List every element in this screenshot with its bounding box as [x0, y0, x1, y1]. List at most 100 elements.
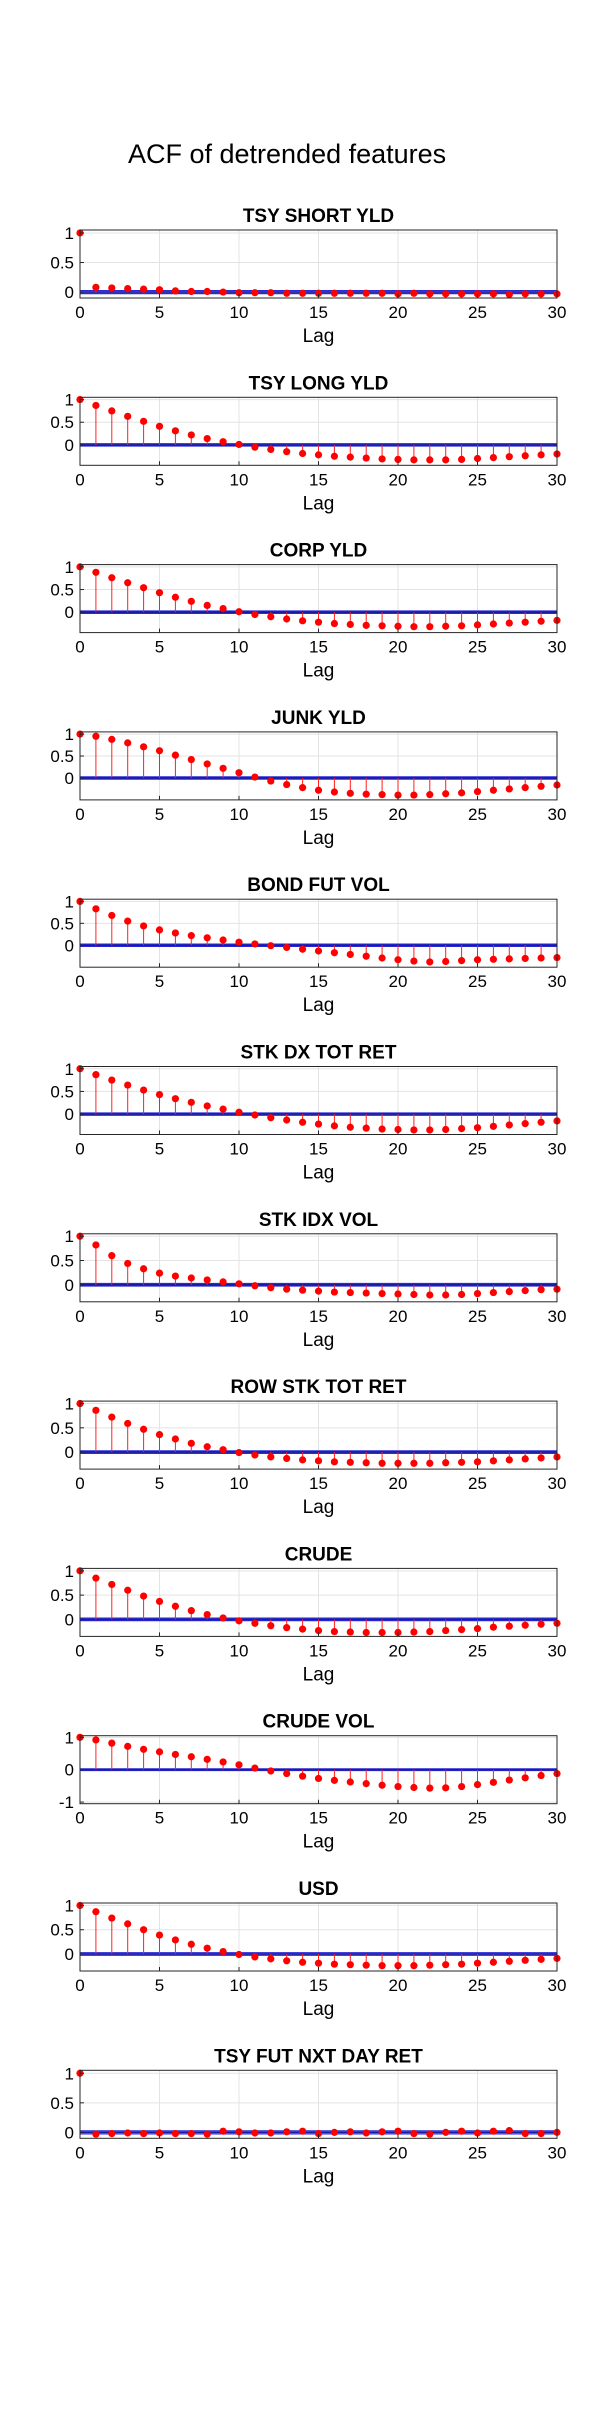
x-tick-label: 25 — [468, 303, 487, 322]
y-tick-label: 0.5 — [50, 1921, 74, 1940]
acf-point — [187, 1439, 195, 1447]
x-tick-label: 10 — [230, 1474, 249, 1493]
acf-point — [219, 1105, 227, 1113]
x-tick-label: 30 — [548, 972, 567, 991]
acf-point — [505, 1288, 513, 1296]
acf-point — [426, 290, 434, 298]
acf-point — [171, 1272, 179, 1280]
x-tick-label: 30 — [548, 1809, 567, 1828]
acf-point — [362, 1124, 370, 1132]
acf-point — [362, 1961, 370, 1969]
panel-title: STK DX TOT RET — [241, 1043, 397, 1064]
x-tick-label: 15 — [309, 805, 328, 824]
y-tick-label: 0.5 — [50, 914, 74, 933]
acf-point — [346, 1961, 354, 1969]
x-axis-label: Lag — [303, 661, 335, 682]
acf-point — [140, 1086, 148, 1094]
acf-point — [171, 427, 179, 435]
x-axis-label: Lag — [303, 1163, 335, 1184]
x-tick-label: 10 — [230, 1809, 249, 1828]
acf-point — [155, 2129, 164, 2137]
x-tick-label: 15 — [309, 1474, 328, 1493]
x-tick-label: 20 — [389, 972, 408, 991]
acf-point — [537, 290, 545, 298]
acf-point — [283, 448, 291, 456]
acf-point — [537, 451, 545, 459]
acf-point — [473, 956, 482, 964]
acf-point — [251, 773, 259, 781]
x-tick-label: 30 — [548, 1474, 567, 1493]
acf-point — [537, 1771, 545, 1780]
acf-point — [92, 568, 100, 576]
y-tick-label: 0.5 — [50, 254, 74, 273]
x-tick-label: 15 — [309, 2143, 328, 2162]
acf-point — [267, 1114, 275, 1122]
acf-point — [155, 1431, 164, 1439]
acf-point — [187, 1607, 195, 1615]
acf-point — [219, 438, 227, 446]
acf-point — [442, 622, 450, 630]
acf-point — [442, 957, 450, 966]
x-tick-label: 25 — [468, 1976, 487, 1995]
x-tick-label: 25 — [468, 972, 487, 991]
y-tick-label: 1 — [65, 558, 74, 577]
acf-point — [362, 1780, 370, 1788]
acf-point — [235, 938, 243, 946]
acf-point — [203, 934, 211, 942]
acf-point — [362, 2129, 370, 2137]
panel-title: STK IDX VOL — [259, 1210, 379, 1231]
x-tick-label: 5 — [155, 1809, 164, 1828]
x-tick-label: 20 — [389, 2143, 408, 2162]
acf-point — [346, 1458, 354, 1466]
acf-point — [187, 1098, 195, 1106]
acf-point — [537, 1620, 545, 1628]
x-tick-label: 20 — [389, 303, 408, 322]
acf-point — [394, 1290, 402, 1298]
acf-point — [378, 1459, 386, 1467]
acf-point — [489, 1457, 497, 1465]
acf-point — [394, 455, 402, 464]
x-tick-label: 5 — [155, 1474, 164, 1493]
y-tick-label: 1 — [65, 1728, 74, 1747]
acf-point — [155, 286, 164, 294]
y-tick-label: 0 — [65, 283, 74, 302]
acf-point — [442, 2128, 450, 2136]
x-tick-label: 0 — [75, 638, 84, 657]
acf-point — [283, 1116, 291, 1124]
x-tick-label: 25 — [468, 470, 487, 489]
acf-point — [537, 954, 545, 962]
x-axis-label: Lag — [303, 1832, 335, 1853]
x-tick-label: 0 — [75, 1809, 84, 1828]
acf-point — [489, 620, 497, 628]
acf-point — [458, 789, 466, 797]
acf-point — [362, 790, 370, 798]
acf-point — [299, 784, 307, 792]
acf-point — [251, 1282, 259, 1290]
x-tick-label: 25 — [468, 1307, 487, 1326]
acf-point — [299, 945, 307, 953]
acf-point — [394, 1459, 402, 1467]
acf-point — [299, 1286, 307, 1294]
acf-point — [394, 791, 402, 799]
acf-point — [489, 1288, 497, 1297]
acf-point — [473, 787, 482, 796]
acf-point — [92, 2130, 100, 2138]
acf-point — [92, 1574, 100, 1582]
acf-point — [267, 942, 275, 950]
acf-point — [108, 1914, 116, 1922]
x-tick-label: 5 — [155, 1641, 164, 1660]
acf-point — [283, 1454, 291, 1463]
y-tick-label: -1 — [59, 1793, 74, 1812]
acf-point — [378, 1628, 386, 1637]
x-tick-label: 5 — [155, 303, 164, 322]
acf-point — [124, 1081, 132, 1089]
x-tick-label: 10 — [230, 1140, 249, 1159]
acf-point — [410, 957, 418, 965]
x-tick-label: 0 — [75, 303, 84, 322]
acf-point — [489, 1122, 497, 1130]
acf-point — [473, 454, 482, 463]
acf-point — [410, 1459, 418, 1467]
acf-point — [426, 2130, 434, 2138]
y-tick-label: 0.5 — [50, 747, 74, 766]
acf-point — [394, 2127, 402, 2135]
